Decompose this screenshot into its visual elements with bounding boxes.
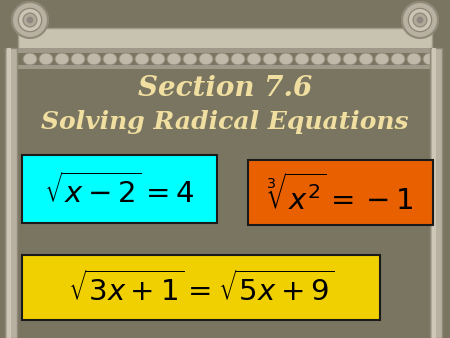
Ellipse shape <box>151 53 165 65</box>
Ellipse shape <box>311 53 325 65</box>
Circle shape <box>413 13 427 27</box>
Text: $\sqrt{x-2} = 4$: $\sqrt{x-2} = 4$ <box>44 173 194 209</box>
Circle shape <box>27 17 33 23</box>
Bar <box>22 255 380 320</box>
Bar <box>5 48 17 338</box>
Ellipse shape <box>199 53 213 65</box>
Ellipse shape <box>167 53 181 65</box>
Bar <box>248 160 433 225</box>
Ellipse shape <box>359 53 373 65</box>
Ellipse shape <box>103 53 117 65</box>
Text: Solving Radical Equations: Solving Radical Equations <box>41 110 409 134</box>
Bar <box>430 48 442 338</box>
Bar <box>18 65 432 69</box>
Text: $\sqrt[3]{x^2} = -1$: $\sqrt[3]{x^2} = -1$ <box>266 174 414 216</box>
Ellipse shape <box>39 53 53 65</box>
Ellipse shape <box>343 53 357 65</box>
Circle shape <box>18 8 42 32</box>
Ellipse shape <box>327 53 341 65</box>
Ellipse shape <box>135 53 149 65</box>
Ellipse shape <box>215 53 229 65</box>
Ellipse shape <box>71 53 85 65</box>
Ellipse shape <box>119 53 133 65</box>
Text: $\sqrt{3x+1} = \sqrt{5x+9}$: $\sqrt{3x+1} = \sqrt{5x+9}$ <box>68 271 334 307</box>
Ellipse shape <box>279 53 293 65</box>
Ellipse shape <box>55 53 69 65</box>
Ellipse shape <box>23 53 37 65</box>
Circle shape <box>12 2 48 38</box>
Circle shape <box>402 2 438 38</box>
Circle shape <box>23 13 37 27</box>
Ellipse shape <box>407 53 421 65</box>
Bar <box>22 155 217 223</box>
Text: Section 7.6: Section 7.6 <box>138 74 312 101</box>
Ellipse shape <box>375 53 389 65</box>
Bar <box>432 48 436 338</box>
Ellipse shape <box>247 53 261 65</box>
Ellipse shape <box>263 53 277 65</box>
Bar <box>7 48 11 338</box>
Ellipse shape <box>87 53 101 65</box>
Ellipse shape <box>231 53 245 65</box>
Ellipse shape <box>391 53 405 65</box>
Ellipse shape <box>423 53 437 65</box>
Bar <box>18 48 432 53</box>
Circle shape <box>408 8 432 32</box>
Circle shape <box>417 17 423 23</box>
Ellipse shape <box>295 53 309 65</box>
Ellipse shape <box>183 53 197 65</box>
Bar <box>18 28 432 50</box>
